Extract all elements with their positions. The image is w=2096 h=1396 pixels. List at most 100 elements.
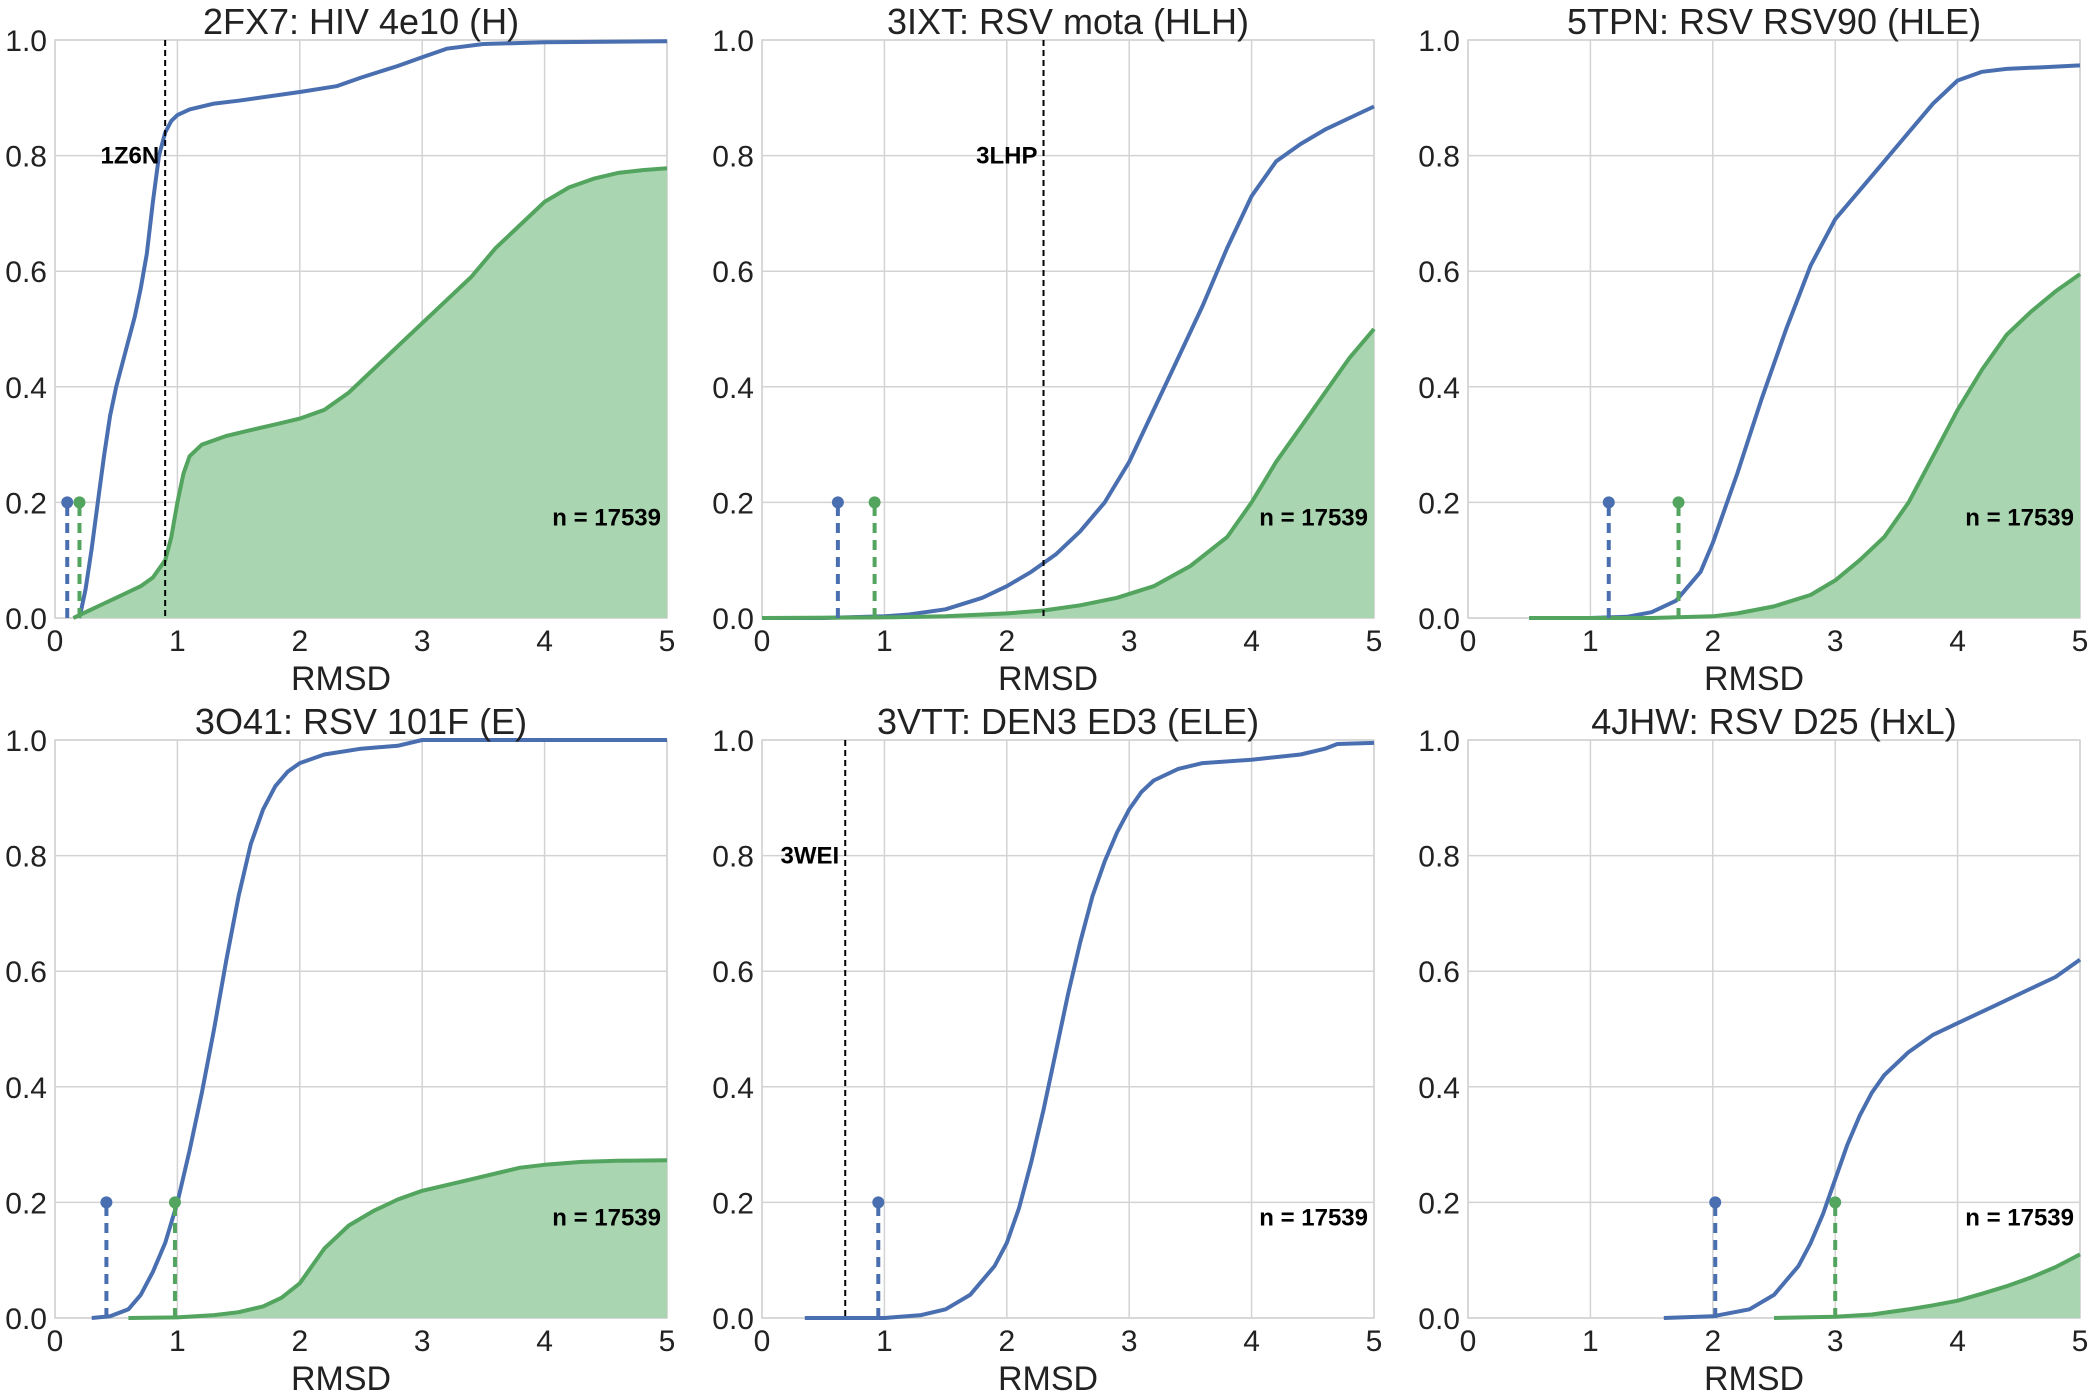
y-tick-label: 0.0: [5, 603, 47, 636]
y-tick-label: 0.2: [1418, 487, 1460, 520]
y-tick-label: 0.8: [5, 841, 47, 874]
x-tick-label: 4: [536, 1325, 553, 1358]
x-tick-label: 0: [47, 1325, 64, 1358]
y-tick-label: 0.0: [1418, 603, 1460, 636]
x-tick-label: 3: [414, 625, 431, 658]
marker-dot-blue: [831, 496, 844, 509]
y-tick-label: 1.0: [5, 25, 47, 58]
x-tick-label: 2: [291, 625, 308, 658]
x-tick-label: 4: [536, 625, 553, 658]
y-tick-label: 0.4: [1418, 1072, 1460, 1105]
x-tick-label: 1: [1582, 1325, 1599, 1358]
chart-panel-5: 3WEI 0 1 2 3 4 5 0.0 0.2 0.4 0.6 0.8 1.0 RMSD 3VTT: DE…: [712, 701, 1382, 1396]
x-tick-label: 0: [1460, 625, 1477, 658]
panel-title: 3O41: RSV 101F (E): [195, 701, 527, 742]
chart-panel-6: 0 1 2 3 4 5 0.0 0.2 0.4 0.6 0.8 1.0 RMSD 4JHW: RSV D2…: [1418, 701, 2088, 1396]
sample-count-label: n = 17539: [1965, 505, 2074, 532]
x-tick-label: 0: [47, 625, 64, 658]
y-tick-label: 0.2: [712, 487, 754, 520]
y-tick-label: 1.0: [5, 725, 47, 758]
series-line-blue: [77, 39, 668, 619]
x-axis-label: RMSD: [998, 1360, 1098, 1396]
x-tick-label: 0: [1460, 1325, 1477, 1358]
y-tick-label: 0.6: [5, 256, 47, 289]
series-line-green: [1529, 272, 2082, 620]
series-line-green: [128, 1158, 668, 1320]
x-tick-label: 1: [1582, 625, 1599, 658]
y-tick-label: 0.2: [1418, 1187, 1460, 1220]
y-tick-label: 0.6: [1418, 256, 1460, 289]
y-tick-label: 0.6: [712, 956, 754, 989]
series-area-green: [1774, 1254, 2080, 1318]
series-line-blue: [91, 738, 667, 1320]
x-tick-label: 5: [659, 625, 676, 658]
series-line-blue: [1529, 63, 2081, 620]
series-area-green: [73, 168, 668, 619]
x-tick-label: 4: [1949, 625, 1966, 658]
x-tick-label: 3: [1121, 1325, 1138, 1358]
sample-count-label: n = 17539: [1259, 1205, 1368, 1232]
panel-title: 2FX7: HIV 4e10 (H): [203, 1, 519, 42]
y-tick-label: 0.0: [712, 1303, 754, 1336]
sample-count-label: n = 17539: [552, 505, 661, 532]
marker-dot-blue: [100, 1196, 113, 1209]
x-tick-label: 4: [1243, 1325, 1260, 1358]
series-area-green: [128, 1160, 667, 1318]
marker-dot-green: [1829, 1196, 1842, 1209]
marker-dot-green: [1672, 496, 1685, 509]
marker-dot-green: [868, 496, 881, 509]
y-tick-label: 0.2: [5, 1187, 47, 1220]
y-tick-label: 0.6: [5, 956, 47, 989]
x-axis-label: RMSD: [1704, 1360, 1804, 1396]
x-tick-label: 3: [1827, 1325, 1844, 1358]
y-tick-label: 0.8: [5, 141, 47, 174]
reference-label: 3WEI: [781, 843, 840, 870]
x-axis-label: RMSD: [291, 1360, 391, 1396]
x-tick-label: 4: [1243, 625, 1260, 658]
marker-dot-blue: [61, 496, 74, 509]
series-line-blue: [762, 104, 1375, 620]
series-line-blue: [1663, 957, 2082, 1320]
series-line-green: [1773, 1252, 2081, 1320]
marker-dot-green: [168, 1196, 181, 1209]
sample-count-label: n = 17539: [1965, 1205, 2074, 1232]
chart-panel-3: 0 1 2 3 4 5 0.0 0.2 0.4 0.6 0.8 1.0 RMSD 5TPN: RSV RS…: [1418, 1, 2088, 698]
x-tick-label: 1: [876, 625, 893, 658]
x-tick-label: 0: [754, 625, 771, 658]
marker-dot-blue: [872, 1196, 885, 1209]
x-tick-label: 3: [1121, 625, 1138, 658]
y-tick-label: 1.0: [1418, 25, 1460, 58]
chart-panel-4: 0 1 2 3 4 5 0.0 0.2 0.4 0.6 0.8 1.0 RMSD 3O41: RSV 10…: [5, 701, 675, 1396]
y-tick-label: 1.0: [712, 25, 754, 58]
x-axis-label: RMSD: [998, 660, 1098, 698]
y-tick-label: 0.2: [712, 1187, 754, 1220]
reference-label: 3LHP: [976, 143, 1037, 170]
y-tick-label: 0.0: [1418, 1303, 1460, 1336]
y-tick-label: 0.4: [712, 372, 754, 405]
x-tick-label: 1: [876, 1325, 893, 1358]
x-tick-label: 5: [1366, 1325, 1383, 1358]
chart-panel-2: 3LHP 0 1 2 3 4 5 0.0 0.2 0.4 0.6 0.8 1.0 RMSD 3IXT: RS…: [712, 1, 1382, 698]
x-tick-label: 5: [2072, 1325, 2089, 1358]
series-line-blue: [804, 740, 1375, 1320]
y-tick-label: 0.4: [5, 1072, 47, 1105]
y-tick-label: 0.8: [712, 141, 754, 174]
y-tick-label: 0.2: [5, 487, 47, 520]
x-tick-label: 5: [659, 1325, 676, 1358]
y-tick-label: 0.4: [1418, 372, 1460, 405]
reference-label: 1Z6N: [100, 143, 159, 170]
x-tick-label: 2: [1704, 1325, 1721, 1358]
y-tick-label: 0.4: [712, 1072, 754, 1105]
x-tick-label: 2: [998, 1325, 1015, 1358]
y-tick-label: 0.6: [1418, 956, 1460, 989]
marker-dot-blue: [1709, 1196, 1722, 1209]
y-tick-label: 0.0: [712, 603, 754, 636]
y-tick-label: 0.0: [5, 1303, 47, 1336]
y-tick-label: 1.0: [1418, 725, 1460, 758]
series-line-green: [761, 327, 1376, 620]
x-tick-label: 2: [1704, 625, 1721, 658]
x-tick-label: 3: [1827, 625, 1844, 658]
panel-title: 4JHW: RSV D25 (HxL): [1591, 701, 1956, 742]
x-tick-label: 5: [2072, 625, 2089, 658]
x-tick-label: 2: [291, 1325, 308, 1358]
